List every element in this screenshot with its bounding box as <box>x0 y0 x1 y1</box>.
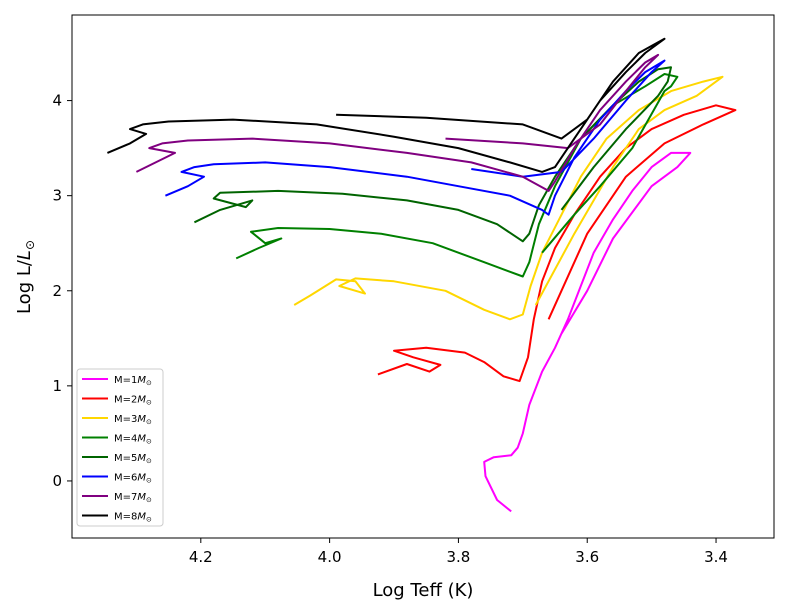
y-tick-label: 2 <box>52 282 62 300</box>
legend-label-prefix: M=3 <box>114 414 137 425</box>
legend-label-prefix: M=8 <box>114 512 137 523</box>
x-axis-ticks: 4.2 4.0 3.8 3.6 3.4 <box>189 538 728 566</box>
x-tick-label: 3.6 <box>575 548 599 566</box>
legend-label: M=4M⊙ <box>114 434 152 446</box>
legend-items: M=1M⊙M=2M⊙M=3M⊙M=4M⊙M=5M⊙M=6M⊙M=7M⊙M=8M⊙ <box>82 375 152 524</box>
legend-label-sub: ⊙ <box>146 438 152 446</box>
legend-label-unit: M <box>137 414 146 425</box>
legend-label-unit: M <box>137 375 146 386</box>
y-tick-label: 0 <box>52 472 62 490</box>
legend-label: M=3M⊙ <box>114 414 152 426</box>
legend-label-unit: M <box>137 453 146 464</box>
series-line-1 <box>483 151 692 513</box>
legend-label: M=1M⊙ <box>114 375 152 387</box>
series-line-4 <box>235 73 679 278</box>
series-line-6 <box>165 59 666 216</box>
legend-label-prefix: M=5 <box>114 453 137 464</box>
x-tick-label: 3.8 <box>446 548 470 566</box>
y-axis-label-italic: L <box>14 250 35 260</box>
legend-label-sub: ⊙ <box>146 477 152 485</box>
legend-label-sub: ⊙ <box>146 496 152 504</box>
legend-label-sub: ⊙ <box>146 516 152 524</box>
series-line-8 <box>107 37 666 173</box>
legend-label-prefix: M=1 <box>114 375 137 386</box>
legend-label: M=8M⊙ <box>114 512 152 524</box>
x-tick-label: 4.2 <box>189 548 213 566</box>
plot-frame <box>71 14 775 539</box>
y-axis-label-main: Log L/ <box>14 259 35 314</box>
legend-label-prefix: M=6 <box>114 473 137 484</box>
y-axis-label-sub: ⊙ <box>23 240 37 250</box>
legend-label: M=5M⊙ <box>114 453 152 465</box>
legend-label-sub: ⊙ <box>146 399 152 407</box>
series-line-5 <box>193 66 672 243</box>
legend-label-unit: M <box>137 395 146 406</box>
legend-box <box>76 368 164 527</box>
legend-label-unit: M <box>137 434 146 445</box>
series-line-7 <box>135 53 660 192</box>
legend-label: M=6M⊙ <box>114 473 152 485</box>
y-axis-label: Log L/L⊙ <box>14 240 37 314</box>
legend-label-sub: ⊙ <box>146 379 152 387</box>
series-line-2 <box>377 104 737 383</box>
y-tick-label: 1 <box>52 377 62 395</box>
x-axis-label: Log Teff (K) <box>373 580 474 601</box>
legend-label-prefix: M=7 <box>114 492 137 503</box>
legend-label: M=2M⊙ <box>114 395 152 407</box>
y-tick-label: 4 <box>52 92 62 110</box>
legend-label-unit: M <box>137 512 146 523</box>
legend-label-sub: ⊙ <box>146 457 152 465</box>
legend: M=1M⊙M=2M⊙M=3M⊙M=4M⊙M=5M⊙M=6M⊙M=7M⊙M=8M⊙ <box>76 368 164 527</box>
series-layer <box>107 37 737 513</box>
legend-label-sub: ⊙ <box>146 418 152 426</box>
x-tick-label: 4.0 <box>318 548 342 566</box>
legend-label-unit: M <box>137 492 146 503</box>
legend-label-unit: M <box>137 473 146 484</box>
y-axis-ticks: 0 1 2 3 4 <box>52 92 72 490</box>
legend-label: M=7M⊙ <box>114 492 152 504</box>
legend-label-prefix: M=2 <box>114 395 137 406</box>
y-tick-label: 3 <box>52 187 62 205</box>
legend-label-prefix: M=4 <box>114 434 137 445</box>
x-tick-label: 3.4 <box>704 548 728 566</box>
